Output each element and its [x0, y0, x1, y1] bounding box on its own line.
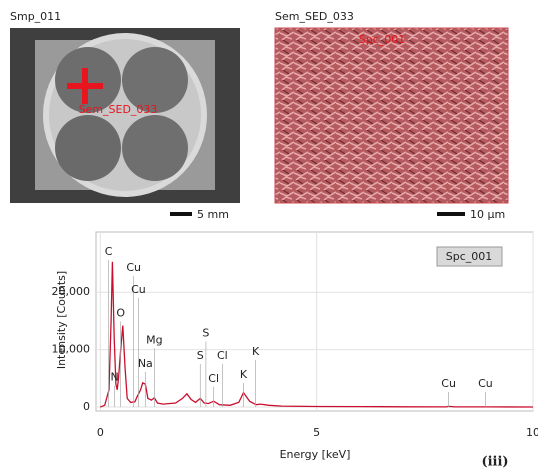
y-tick-label: 20,000 [52, 285, 91, 298]
peak-label: S [202, 327, 209, 340]
peak-label: Cu [131, 283, 146, 296]
x-tick-label: 10 [526, 426, 538, 439]
peak-label: C [105, 245, 113, 258]
peak-label: Cu [441, 377, 456, 390]
x-tick-label: 0 [97, 426, 104, 439]
peak-label: O [116, 306, 125, 319]
legend-label: Spc_001 [446, 250, 493, 263]
peak-label: Na [138, 357, 153, 370]
peak-label: S [197, 349, 204, 362]
figure-label: (iii) [481, 455, 508, 470]
scale-bar [437, 212, 465, 216]
x-axis-label: Energy [keV] [280, 448, 351, 461]
panel-title: Sem_SED_033 [275, 10, 354, 23]
peak-label: Mg [146, 333, 162, 346]
peak-label: Cu [478, 377, 493, 390]
peak-label: N [110, 371, 118, 384]
peak-label: Cl [208, 372, 219, 385]
figure: Smp_011 Sem_SED_033 5 mm Sem_SED_033 Spc… [0, 0, 538, 471]
scale-label: 10 µm [470, 208, 505, 221]
peak-label: Cu [126, 261, 141, 274]
sem-image [275, 28, 508, 203]
scale-label: 5 mm [197, 208, 229, 221]
panel-overlay: Spc_001 [359, 33, 406, 46]
scale-bar [170, 212, 192, 216]
panel-overlay: Sem_SED_033 [79, 103, 158, 116]
panel-title: Smp_011 [10, 10, 61, 23]
peak-label: K [240, 368, 248, 381]
y-tick-label: 0 [83, 400, 90, 413]
peak-label: K [252, 345, 260, 358]
y-tick-label: 10,000 [52, 343, 91, 356]
peak-label: Cl [217, 349, 228, 362]
x-tick-label: 5 [313, 426, 320, 439]
